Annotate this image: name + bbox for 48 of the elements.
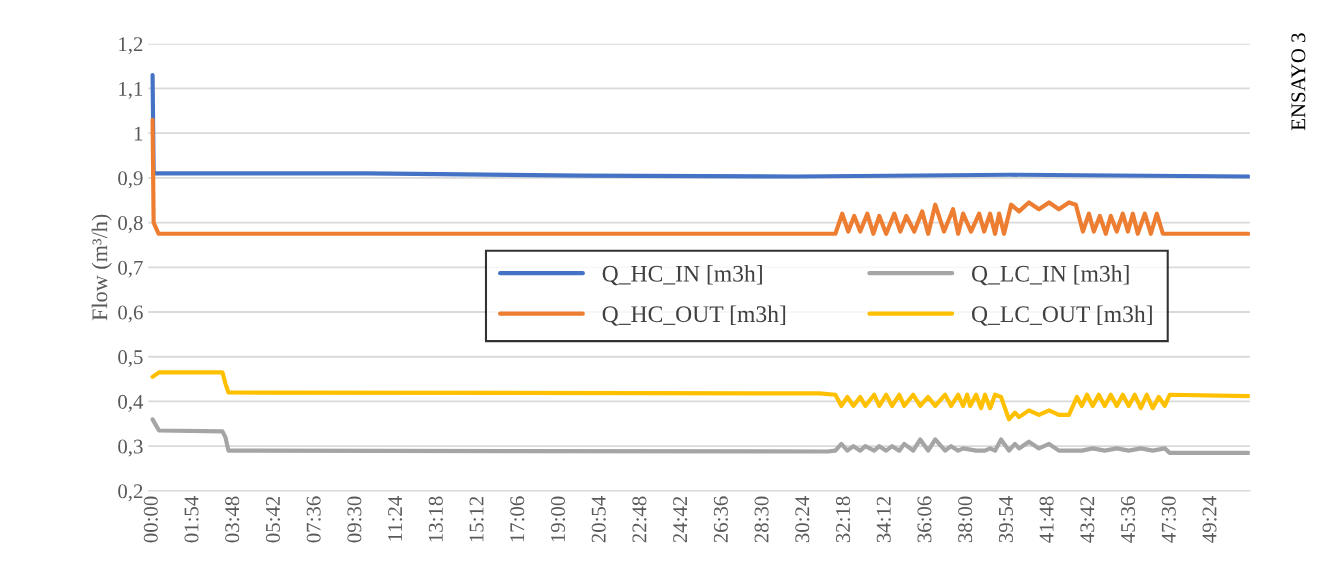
- y-tick-label: 0,6: [118, 305, 143, 323]
- x-tick-label: 24:42: [673, 496, 688, 543]
- legend-label: Q_LC_IN [m3h]: [971, 265, 1129, 286]
- x-tick-label: 41:48: [1039, 496, 1054, 543]
- x-tick-label: 00:00: [143, 496, 158, 543]
- x-tick-label: 15:12: [469, 496, 484, 542]
- y-tick-label: 0,9: [118, 171, 143, 189]
- x-tick-label: 39:54: [998, 496, 1013, 543]
- y-tick-label: 0,5: [118, 350, 143, 368]
- x-tick-label: 34:12: [876, 496, 891, 543]
- x-tick-label: 19:00: [550, 496, 566, 542]
- x-tick-label: 43:42: [1080, 496, 1095, 543]
- line-series: [150, 117, 1250, 236]
- x-tick-label: 01:54: [184, 496, 199, 543]
- y-tick-label: 0,4: [118, 394, 144, 412]
- x-tick-label: 32:18: [835, 496, 851, 543]
- line-series: [150, 72, 1250, 179]
- x-tick-label: 49:24: [1202, 496, 1217, 543]
- y-axis-title: Flow (m³/h): [91, 214, 112, 321]
- y-tick-label: 0,7: [118, 260, 143, 278]
- x-tick-label: 03:48: [225, 496, 240, 543]
- y-tick-label: 1,1: [119, 81, 143, 99]
- y-tick-label: 0,2: [118, 484, 143, 502]
- x-tick-label: 38:00: [958, 496, 973, 543]
- legend-label: Q_HC_OUT [m3h]: [602, 305, 786, 326]
- x-tick-label: 26:36: [713, 496, 728, 543]
- line-series: [150, 370, 1250, 422]
- x-tick-label: 30:24: [795, 496, 810, 543]
- x-tick-label: 28:30: [754, 496, 769, 543]
- legend-label: Q_HC_IN [m3h]: [602, 265, 762, 286]
- y-tick-label: 1: [134, 126, 143, 141]
- y-tick-label: 1,2: [119, 37, 143, 55]
- x-tick-label: 07:36: [306, 496, 321, 543]
- text: ENSAYO 3: [1291, 33, 1306, 131]
- x-tick-label: 47:30: [1161, 496, 1176, 543]
- x-tick-label: 13:18: [428, 496, 443, 542]
- line-series: [150, 417, 1250, 455]
- legend-label: Q_LC_OUT [m3h]: [971, 305, 1152, 326]
- x-tick-label: 09:30: [347, 496, 362, 543]
- x-tick-label: 05:42: [265, 496, 281, 543]
- x-tick-label: 36:06: [917, 496, 932, 543]
- x-tick-label: 20:54: [591, 496, 606, 543]
- x-tick-label: 45:36: [1121, 496, 1136, 543]
- y-tick-label: 0,8: [118, 215, 143, 234]
- x-tick-label: 11:24: [388, 496, 403, 541]
- y-tick-label: 0,3: [118, 439, 143, 457]
- x-tick-label: 22:48: [632, 496, 647, 543]
- x-tick-label: 17:06: [510, 496, 525, 542]
